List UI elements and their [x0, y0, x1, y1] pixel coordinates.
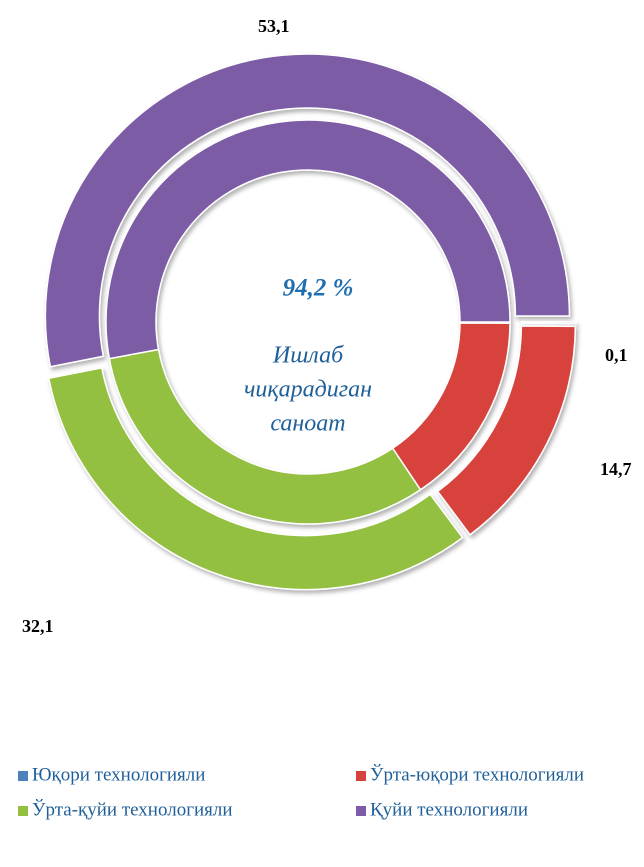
- legend-label: Ўрта-қуйи технологияли: [32, 798, 233, 820]
- ring-segment: [44, 53, 571, 368]
- center-label: саноат: [270, 411, 345, 437]
- data-label: 53,1: [258, 16, 290, 36]
- ring-segment: [436, 325, 577, 536]
- ring-segment: [105, 119, 511, 360]
- legend-label: Қуйи технологияли: [370, 799, 528, 820]
- ring-segment: [47, 366, 464, 591]
- legend-swatch: [356, 806, 366, 816]
- data-label: 0,1: [605, 345, 628, 365]
- data-label: 14,7: [600, 459, 632, 479]
- legend-swatch: [18, 806, 28, 816]
- legend-swatch: [356, 771, 366, 781]
- legend-label: Юқори технологияли: [32, 764, 205, 785]
- legend-swatch: [18, 771, 28, 781]
- center-label: Ишлаб: [272, 343, 344, 369]
- legend-label: Ўрта-юқори технологияли: [370, 763, 584, 785]
- data-label: 32,1: [22, 616, 54, 636]
- center-value: 94,2 %: [283, 275, 354, 302]
- center-label: чиқарадиган: [244, 377, 372, 403]
- ring-segment: [521, 321, 577, 325]
